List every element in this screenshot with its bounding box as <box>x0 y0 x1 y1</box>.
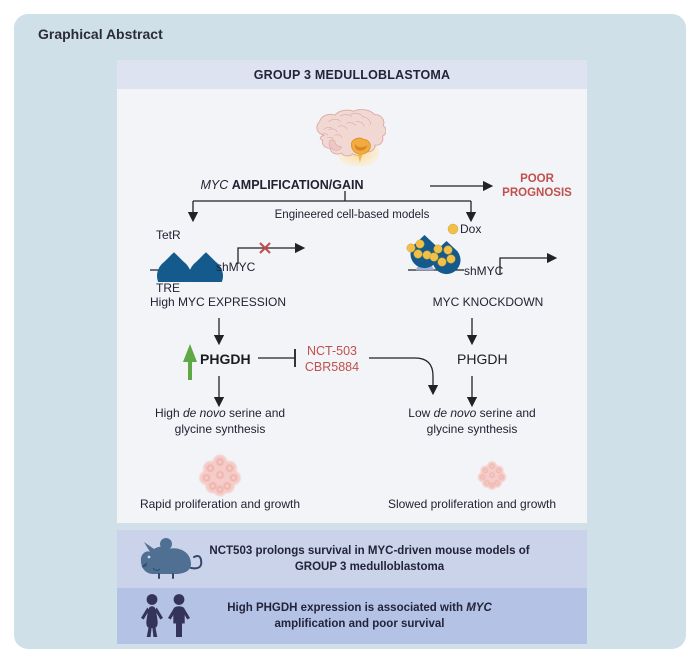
svg-text:CBR5884: CBR5884 <box>305 360 359 374</box>
svg-text:NCT-503: NCT-503 <box>307 344 357 358</box>
svg-text:Dox: Dox <box>460 222 481 236</box>
svg-text:PHGDH: PHGDH <box>457 351 508 367</box>
svg-text:PHGDH: PHGDH <box>200 351 251 367</box>
